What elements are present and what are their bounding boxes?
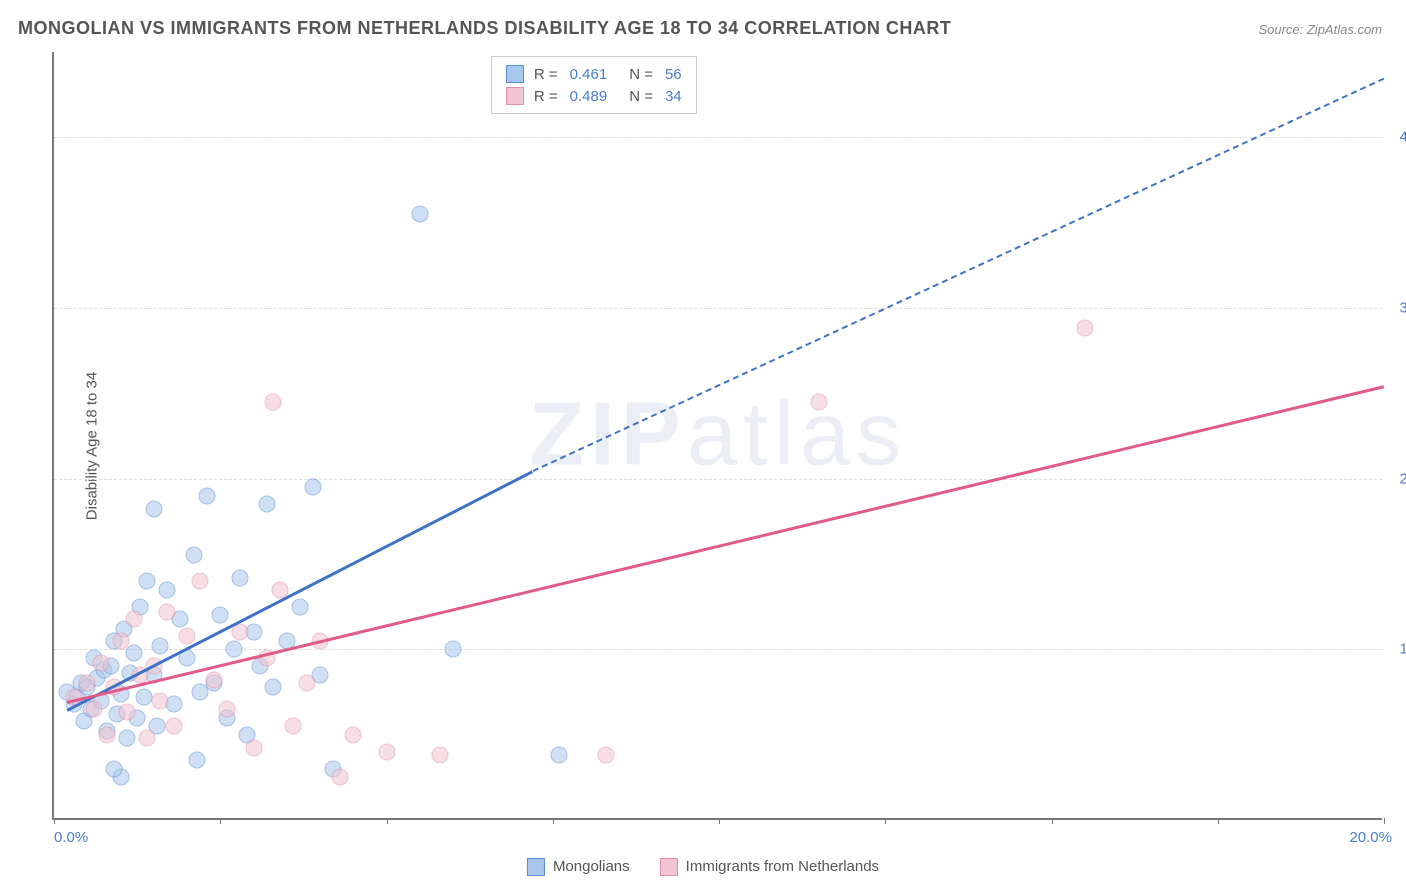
gridline [54,479,1382,480]
legend-r-label: R = [534,66,558,83]
legend-swatch [527,858,545,876]
legend-bottom: Mongolians Immigrants from Netherlands [527,858,879,876]
scatter-point [165,718,182,735]
scatter-point [212,607,229,624]
x-tick-mark [1384,818,1385,824]
x-tick-label: 0.0% [54,829,88,846]
chart-container: MONGOLIAN VS IMMIGRANTS FROM NETHERLANDS… [0,0,1406,892]
legend-n-label: N = [629,88,653,105]
scatter-point [112,632,129,649]
scatter-point [99,726,116,743]
scatter-point [245,740,262,757]
legend-n-label: N = [629,66,653,83]
scatter-point [198,487,215,504]
scatter-point [185,547,202,564]
x-tick-mark [885,818,886,824]
y-tick-label: 40.0% [1392,129,1406,146]
scatter-point [152,637,169,654]
x-tick-mark [54,818,55,824]
scatter-point [92,654,109,671]
scatter-point [145,501,162,518]
x-tick-label: 20.0% [1349,829,1392,846]
scatter-point [285,718,302,735]
scatter-point [265,678,282,695]
legend-r-value: 0.489 [570,88,608,105]
scatter-point [225,641,242,658]
scatter-point [378,743,395,760]
scatter-point [305,479,322,496]
legend-correlation-row: R = 0.461 N = 56 [506,63,682,85]
legend-correlation-row: R = 0.489 N = 34 [506,85,682,107]
scatter-point [292,598,309,615]
x-tick-mark [1218,818,1219,824]
scatter-point [85,701,102,718]
scatter-point [232,569,249,586]
scatter-point [1076,320,1093,337]
y-tick-label: 20.0% [1392,470,1406,487]
legend-item: Mongolians [527,858,630,876]
gridline [54,137,1382,138]
scatter-point [298,675,315,692]
scatter-point [159,581,176,598]
legend-r-value: 0.461 [570,66,608,83]
plot-area: ZIPatlas 10.0%20.0%30.0%40.0%0.0%20.0% [52,52,1382,820]
scatter-point [265,393,282,410]
legend-item: Immigrants from Netherlands [660,858,879,876]
scatter-point [551,747,568,764]
scatter-point [135,689,152,706]
scatter-point [125,644,142,661]
gridline [54,649,1382,650]
legend-n-value: 34 [665,88,682,105]
scatter-point [232,624,249,641]
scatter-point [139,573,156,590]
legend-r-label: R = [534,88,558,105]
source-attribution: Source: ZipAtlas.com [1258,22,1382,37]
scatter-point [192,573,209,590]
legend-label: Mongolians [553,858,630,875]
scatter-point [810,393,827,410]
scatter-point [179,627,196,644]
x-tick-mark [719,818,720,824]
scatter-point [119,704,136,721]
scatter-point [431,747,448,764]
x-tick-mark [553,818,554,824]
x-tick-mark [220,818,221,824]
x-tick-mark [387,818,388,824]
scatter-point [188,752,205,769]
scatter-point [218,701,235,718]
regression-line [67,385,1384,703]
scatter-point [79,675,96,692]
scatter-point [331,769,348,786]
legend-swatch [660,858,678,876]
legend-n-value: 56 [665,66,682,83]
scatter-point [411,206,428,223]
gridline [54,308,1382,309]
scatter-point [119,730,136,747]
legend-correlation-box: R = 0.461 N = 56 R = 0.489 N = 34 [491,56,697,114]
regression-line [67,470,534,711]
chart-title: MONGOLIAN VS IMMIGRANTS FROM NETHERLANDS… [18,18,951,39]
scatter-point [125,610,142,627]
scatter-point [205,672,222,689]
y-tick-label: 30.0% [1392,300,1406,317]
legend-swatch [506,87,524,105]
watermark: ZIPatlas [529,384,907,487]
scatter-point [105,760,122,777]
legend-label: Immigrants from Netherlands [686,858,879,875]
x-tick-mark [1052,818,1053,824]
scatter-point [139,730,156,747]
scatter-point [597,747,614,764]
y-tick-label: 10.0% [1392,641,1406,658]
scatter-point [258,496,275,513]
scatter-point [152,692,169,709]
legend-swatch [506,65,524,83]
scatter-point [159,603,176,620]
scatter-point [345,726,362,743]
scatter-point [445,641,462,658]
